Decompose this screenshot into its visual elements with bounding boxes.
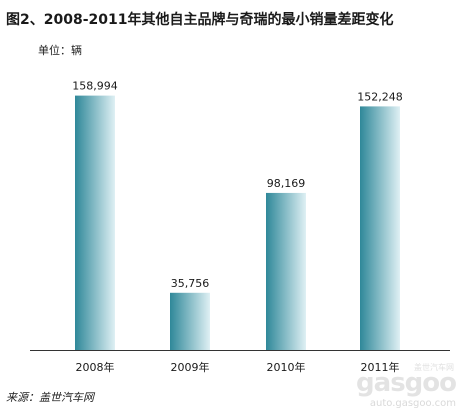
category-label-2010年: 2010年 xyxy=(267,360,306,374)
bar-2010年 xyxy=(266,192,306,350)
watermark-subtitle: 盖世汽车网 xyxy=(414,363,454,372)
value-label-2010年: 98,169 xyxy=(267,177,306,190)
value-label-2011年: 152,248 xyxy=(357,90,403,103)
unit-label: 单位：辆 xyxy=(38,44,82,57)
bar-2011年 xyxy=(360,106,400,350)
category-label-2008年: 2008年 xyxy=(76,360,115,374)
bar-2008年 xyxy=(75,95,115,351)
value-label-2009年: 35,756 xyxy=(171,277,210,290)
watermark-url: auto.gasgoo.com xyxy=(369,398,456,409)
watermark-logo: gasgoo xyxy=(356,368,457,398)
category-label-2009年: 2009年 xyxy=(171,360,210,374)
chart-title: 图2、2008-2011年其他自主品牌与奇瑞的最小销量差距变化 xyxy=(6,12,394,28)
category-label-2011年: 2011年 xyxy=(361,360,400,374)
bar-2009年 xyxy=(170,292,210,350)
value-label-2008年: 158,994 xyxy=(72,80,118,93)
source-label: 来源：盖世汽车网 xyxy=(6,391,94,404)
